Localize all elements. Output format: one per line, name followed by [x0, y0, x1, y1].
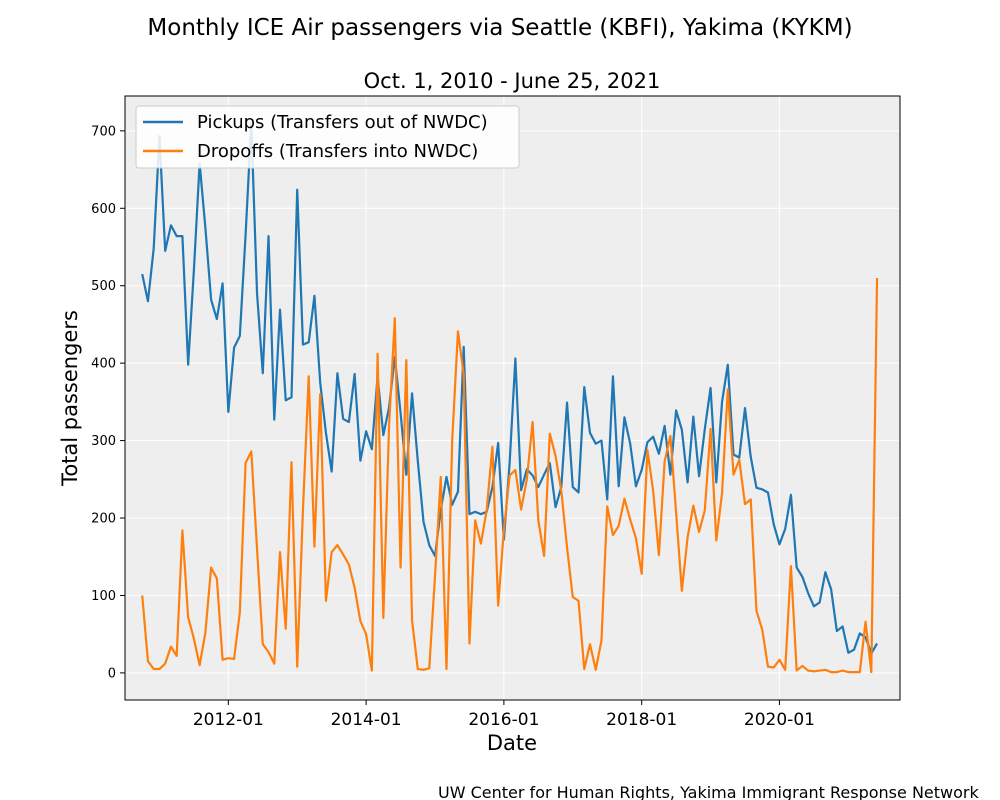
x-tick-label: 2020-01 [744, 710, 815, 730]
chart-title: Monthly ICE Air passengers via Seattle (… [147, 15, 852, 41]
y-tick-label: 700 [91, 124, 116, 139]
y-axis-label: Total passengers [58, 310, 82, 487]
x-tick-label: 2012-01 [193, 710, 264, 730]
chart-subtitle: Oct. 1, 2010 - June 25, 2021 [364, 69, 661, 93]
y-tick-label: 200 [91, 512, 116, 527]
x-tick-label: 2014-01 [331, 710, 402, 730]
y-tick-label: 300 [91, 434, 116, 449]
legend-box [135, 105, 520, 169]
series-line-pickups [141, 121, 878, 655]
x-tick-label: 2016-01 [468, 710, 539, 730]
legend: Pickups (Transfers out of NWDC) Dropoffs … [135, 105, 520, 169]
x-axis: 2012-01 2014-01 2016-01 2018-01 2020-01 [193, 700, 815, 730]
y-tick-label: 400 [91, 357, 116, 372]
legend-label: Pickups (Transfers out of NWDC) [197, 112, 488, 133]
series-lines [141, 121, 879, 674]
y-tick-label: 0 [108, 666, 116, 681]
y-axis: 0 100 200 300 400 500 600 700 [91, 124, 125, 681]
y-tick-label: 500 [91, 279, 116, 294]
y-tick-label: 600 [91, 202, 116, 217]
series-line-dropoffs [141, 277, 879, 674]
plot-frame [124, 95, 901, 701]
credit-text: UW Center for Human Rights, Yakima Immig… [438, 783, 979, 800]
legend-label: Dropoffs (Transfers into NWDC) [197, 141, 478, 162]
x-tick-label: 2018-01 [606, 710, 677, 730]
y-tick-label: 100 [91, 589, 116, 604]
x-axis-label: Date [487, 731, 537, 755]
